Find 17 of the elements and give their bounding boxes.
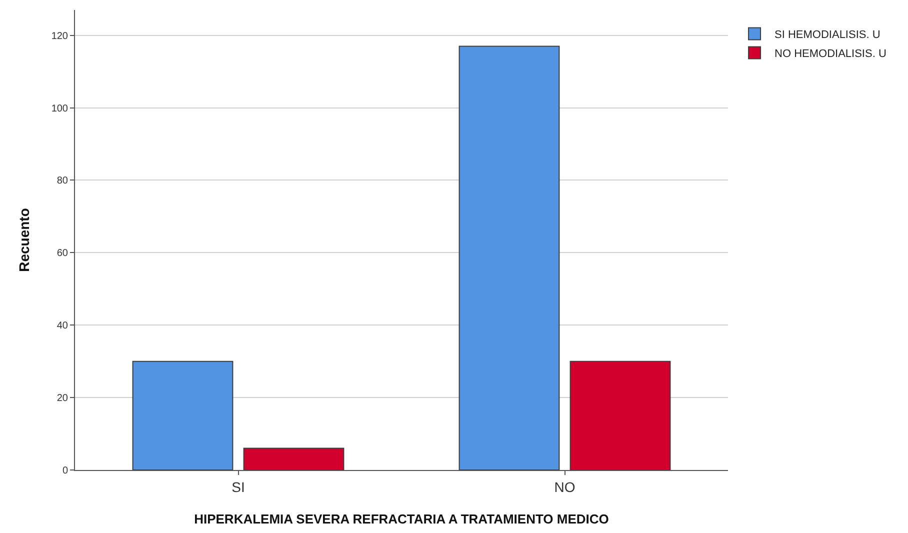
y-axis-title: Recuento bbox=[16, 208, 32, 272]
y-tick-label: 40 bbox=[56, 320, 68, 332]
y-tick-label: 80 bbox=[56, 176, 68, 187]
y-tick-label: 60 bbox=[56, 248, 68, 260]
legend-label: NO HEMODIALISIS. U bbox=[774, 48, 886, 60]
y-tick-label: 20 bbox=[56, 393, 68, 404]
bar bbox=[132, 360, 234, 470]
bar bbox=[570, 360, 671, 470]
bar bbox=[458, 46, 560, 470]
x-tick-label: NO bbox=[554, 478, 576, 495]
y-tick-label: 100 bbox=[51, 103, 68, 114]
x-tick-label: SI bbox=[232, 478, 245, 495]
legend-label: SI HEMODIALISIS. U bbox=[774, 28, 880, 41]
x-axis-title: HIPERKALEMIA SEVERA REFRACTARIA A TRATAMIENTO MEDICO bbox=[194, 511, 609, 526]
bar bbox=[243, 448, 344, 470]
y-tick-label: 0 bbox=[62, 466, 68, 476]
y-tick-label: 120 bbox=[51, 30, 68, 42]
